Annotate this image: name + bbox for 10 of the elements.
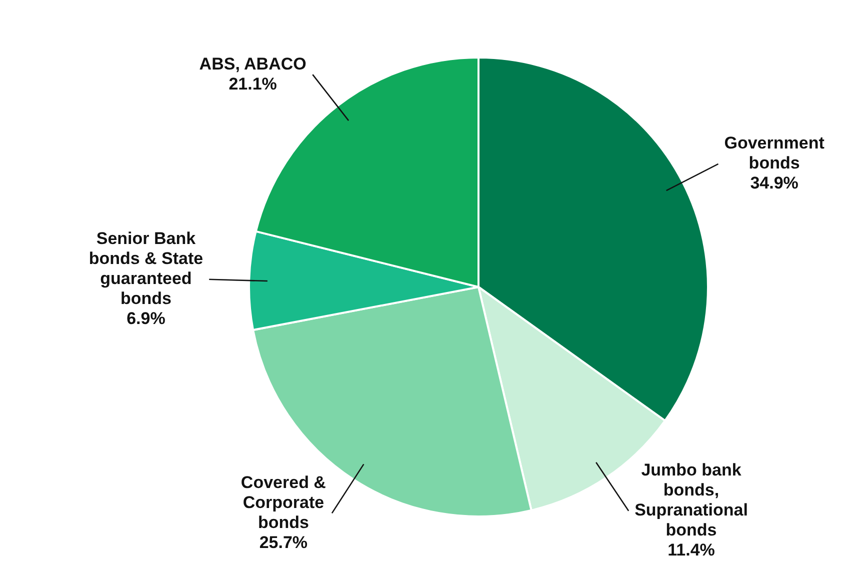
data-label: 21.1% xyxy=(228,74,277,94)
slice-label: ABS, ABACO xyxy=(199,54,306,74)
data-label: 11.4% xyxy=(668,540,715,560)
slice-label: Senior Bank bonds & State guaranteed bonds xyxy=(88,229,204,308)
data-label: 25.7% xyxy=(259,532,308,552)
data-label: 6.9% xyxy=(126,309,166,328)
slice-label: Government bonds xyxy=(724,134,825,173)
slice-label: Covered & Corporate bonds xyxy=(240,472,326,532)
slice-label: Jumbo bank bonds, Supranational bonds xyxy=(634,460,748,540)
data-label: 34.9% xyxy=(750,174,798,193)
